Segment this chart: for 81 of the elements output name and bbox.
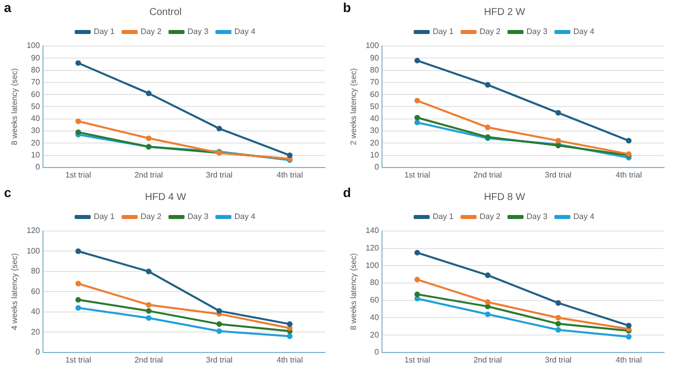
y-axis-title: 2 weeks latency (sec) <box>349 68 358 146</box>
y-tick-label: 120 <box>366 244 380 253</box>
y-tick-label: 0 <box>374 348 380 357</box>
legend-label: Day 3 <box>526 212 548 222</box>
legend-label: Day 3 <box>526 27 548 36</box>
y-tick-label: 100 <box>366 41 380 50</box>
y-tick-label: 120 <box>26 226 40 236</box>
x-tick-label: 2nd trial <box>473 355 502 364</box>
chart-title: HFD 4 W <box>144 192 187 203</box>
chart-title: Control <box>149 6 182 18</box>
y-tick-label: 40 <box>31 307 40 316</box>
legend-label: Day 1 <box>94 212 116 222</box>
y-tick-label: 0 <box>35 162 40 172</box>
legend-label: Day 4 <box>573 27 595 36</box>
y-tick-label: 90 <box>370 53 380 62</box>
legend-label: Day 2 <box>140 27 162 36</box>
x-tick-label: 1st trial <box>65 170 92 180</box>
y-tick-label: 50 <box>370 102 380 111</box>
x-tick-label: 3rd trial <box>544 355 572 364</box>
y-tick-label: 60 <box>370 296 380 305</box>
y-tick-label: 40 <box>370 114 380 124</box>
chart-title: HFD 2 W <box>484 6 526 18</box>
x-tick-label: 3rd trial <box>206 355 233 364</box>
x-tick-label: 1st trial <box>404 355 430 364</box>
y-axis-title: 4 weeks latency (sec) <box>10 252 20 330</box>
y-tick-label: 80 <box>370 65 380 74</box>
x-tick-label: 4th trial <box>616 170 642 180</box>
y-tick-label: 100 <box>26 41 40 50</box>
text: b <box>343 0 351 16</box>
y-tick-label: 60 <box>31 90 40 99</box>
y-tick-label: 30 <box>370 126 380 136</box>
y-tick-label: 20 <box>370 138 380 148</box>
x-tick-label: 2nd trial <box>134 355 164 364</box>
legend-label: Day 2 <box>140 212 162 222</box>
legend-label: Day 1 <box>94 27 116 36</box>
y-tick-label: 80 <box>31 266 40 276</box>
y-tick-label: 0 <box>35 348 40 357</box>
text: d <box>343 185 351 200</box>
legend-label: Day 1 <box>432 212 454 222</box>
y-tick-label: 80 <box>370 278 380 288</box>
y-tick-label: 40 <box>31 114 40 124</box>
y-tick-label: 40 <box>370 312 380 322</box>
y-tick-label: 80 <box>31 65 40 74</box>
x-tick-label: 1st trial <box>65 355 92 364</box>
x-tick-label: 2nd trial <box>473 170 502 180</box>
y-tick-label: 100 <box>26 246 40 256</box>
x-tick-label: 4th trial <box>616 355 642 364</box>
x-tick-label: 3rd trial <box>206 170 233 180</box>
y-tick-label: 90 <box>31 53 40 62</box>
x-tick-label: 4th trial <box>276 355 304 364</box>
x-tick-label: 3rd trial <box>544 170 572 180</box>
y-tick-label: 140 <box>366 226 380 236</box>
y-tick-label: 20 <box>31 327 40 336</box>
y-tick-label: 70 <box>370 78 380 87</box>
legend-label: Day 4 <box>234 27 256 36</box>
chart-title: HFD 8 W <box>484 192 526 203</box>
legend-label: Day 3 <box>188 27 209 36</box>
y-tick-label: 50 <box>31 102 40 111</box>
y-tick-label: 10 <box>31 150 40 160</box>
y-tick-label: 60 <box>31 286 40 296</box>
legend-label: Day 1 <box>432 27 454 36</box>
y-tick-label: 30 <box>31 126 40 136</box>
y-axis-title: 8 weeks latency (sec) <box>10 68 20 146</box>
y-tick-label: 70 <box>31 78 40 87</box>
legend-label: Day 4 <box>234 212 256 222</box>
x-tick-label: 4th trial <box>276 170 304 180</box>
y-tick-label: 0 <box>374 162 380 172</box>
legend-label: Day 2 <box>480 27 502 36</box>
legend-label: Day 4 <box>573 212 595 222</box>
y-tick-label: 20 <box>370 330 380 340</box>
x-tick-label: 2nd trial <box>134 170 164 180</box>
y-tick-label: 100 <box>366 260 380 270</box>
y-tick-label: 20 <box>31 138 40 148</box>
y-tick-label: 60 <box>370 90 380 99</box>
legend-label: Day 3 <box>188 212 209 222</box>
y-tick-label: 10 <box>370 150 380 160</box>
legend-label: Day 2 <box>480 212 502 222</box>
x-tick-label: 1st trial <box>404 170 430 180</box>
y-axis-title: 8 weeks latency (sec) <box>349 252 358 330</box>
text: a <box>4 0 12 16</box>
text: c <box>4 185 12 200</box>
